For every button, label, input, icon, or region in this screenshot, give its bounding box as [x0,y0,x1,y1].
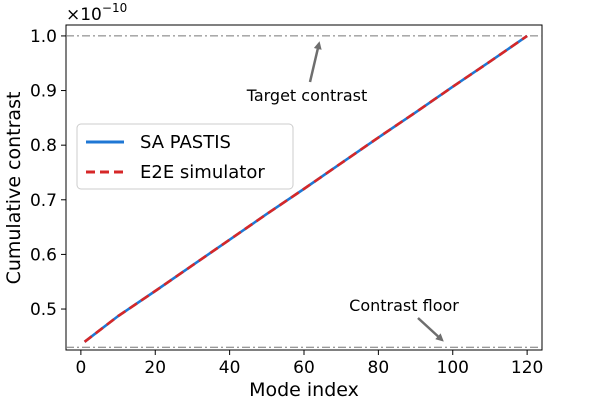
y-scale-base: ×10 [66,5,102,25]
y-tick-label: 0.9 [30,82,57,102]
x-tick-label: 60 [293,358,315,378]
x-tick-label: 40 [219,358,241,378]
annotation-target-contrast: Target contrast [246,86,368,105]
annotation-target-arrow [308,41,322,83]
x-tick-label: 100 [437,358,469,378]
y-axis-label: Cumulative contrast [3,92,25,285]
y-scale-exponent: −10 [102,1,127,15]
legend-label-e2e-simulator: E2E simulator [140,162,265,183]
annotation-floor-arrow [417,317,444,342]
x-tick-label: 120 [511,358,543,378]
y-tick-label: 0.8 [30,136,57,156]
annotation-contrast-floor: Contrast floor [349,296,459,315]
y-tick-label: 0.7 [30,191,57,211]
y-tick-label: 1.0 [30,27,57,47]
y-scale-factor: ×10−10 [66,1,127,25]
series-lines [83,34,528,343]
x-tick-label: 0 [75,358,86,378]
x-axis-ticks: 0 20 40 60 80 100 120 [75,350,543,378]
series-line-e2e-simulator [83,34,528,343]
legend-box [76,123,294,190]
y-tick-label: 0.5 [30,300,57,320]
x-tick-label: 80 [368,358,390,378]
reference-lines [66,35,542,348]
x-tick-label: 20 [144,358,166,378]
y-axis-ticks: 0.5 0.6 0.7 0.8 0.9 1.0 [30,27,66,320]
legend: SA PASTIS E2E simulator [76,123,294,190]
legend-label-sa-pastis: SA PASTIS [140,132,231,153]
y-tick-label: 0.6 [30,245,57,265]
x-axis-label: Mode index [249,379,359,401]
